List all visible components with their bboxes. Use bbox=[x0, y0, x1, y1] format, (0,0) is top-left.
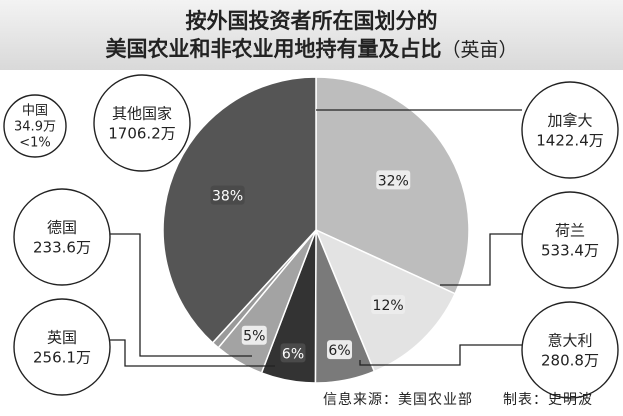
callout-value-0: 1422.4万 bbox=[536, 131, 604, 149]
pct-label-3: 6% bbox=[282, 346, 304, 362]
callout-circle-4 bbox=[13, 188, 111, 286]
callout-value-6: 1706.2万 bbox=[108, 124, 176, 142]
pie-percent-labels: 32% 12% 6% 6% 5% 38% bbox=[210, 170, 411, 363]
leader-line-4 bbox=[110, 233, 252, 357]
pct-label-bg-0 bbox=[376, 170, 411, 190]
callout-circle-5 bbox=[3, 94, 67, 158]
chart-unit: （英亩） bbox=[441, 39, 518, 61]
leader-line-1 bbox=[440, 233, 522, 286]
callout-value-1: 533.4万 bbox=[541, 241, 599, 259]
author-note: 制表：史明波 bbox=[503, 392, 593, 408]
callout-name-6: 其他国家 bbox=[112, 104, 172, 122]
footer: 信息来源：美国农业部 制表：史明波 bbox=[323, 389, 593, 409]
chart-title-line1: 按外国投资者所在国划分的 bbox=[185, 9, 438, 33]
pct-label-bg-4 bbox=[241, 325, 267, 345]
source-note: 信息来源：美国农业部 bbox=[323, 392, 473, 408]
pct-label-bg-1 bbox=[371, 294, 406, 314]
callout-circle-0 bbox=[521, 81, 619, 179]
callout-value-5: 34.9万 bbox=[14, 120, 56, 135]
leader-line-2 bbox=[359, 344, 522, 366]
pct-label-bg-3 bbox=[280, 343, 306, 363]
pie-slices bbox=[162, 76, 470, 384]
callout-value-4: 233.6万 bbox=[33, 238, 91, 256]
pct-label-4: 5% bbox=[243, 329, 265, 345]
pct-label-6: 38% bbox=[212, 189, 243, 205]
pct-label-1: 12% bbox=[373, 298, 404, 314]
title-banner bbox=[0, 0, 623, 70]
callout-name-1: 荷兰 bbox=[555, 221, 585, 239]
leader-line-3 bbox=[110, 339, 275, 367]
pct-label-2: 6% bbox=[328, 343, 350, 359]
callout-circle-2 bbox=[521, 301, 619, 399]
callout-name-3: 英国 bbox=[47, 328, 77, 346]
callout-value-3: 256.1万 bbox=[33, 348, 91, 366]
callout-circle-1 bbox=[521, 191, 619, 289]
callout-name-2: 意大利 bbox=[547, 331, 592, 349]
callout-name-5: 中国 bbox=[22, 104, 48, 119]
callout-name-0: 加拿大 bbox=[547, 111, 592, 129]
callout-circle-3 bbox=[13, 298, 111, 396]
pct-label-bg-6 bbox=[210, 185, 245, 205]
chart-title-main: 美国农业和非农业用地持有量及占比 bbox=[105, 37, 442, 61]
callout-value-2: 280.8万 bbox=[541, 351, 599, 369]
pct-label-bg-2 bbox=[327, 340, 353, 360]
slice-6 bbox=[162, 76, 317, 344]
chart-title-line2: 美国农业和非农业用地持有量及占比（英亩） bbox=[0, 36, 623, 63]
callout-name-4: 德国 bbox=[47, 218, 77, 236]
pct-label-0: 32% bbox=[378, 173, 409, 189]
callout-pct-5: <1% bbox=[19, 136, 51, 151]
callout-circle-6 bbox=[93, 74, 191, 172]
